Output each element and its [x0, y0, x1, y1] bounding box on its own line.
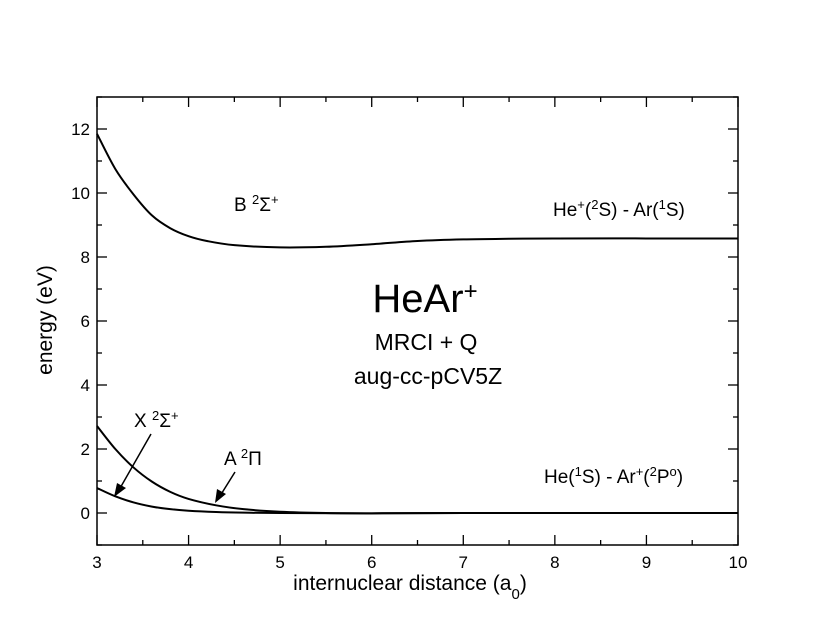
y-axis-title: energy (eV): [34, 265, 57, 375]
y-tick-label: 4: [81, 376, 90, 395]
y-tick-label: 0: [81, 504, 90, 523]
b-state-label: B 2Σ+: [234, 192, 279, 217]
a-state-arrow: [215, 471, 236, 503]
y-tick-label: 6: [81, 312, 90, 331]
x-tick-label: 6: [367, 553, 376, 572]
x-tick-label: 7: [459, 553, 468, 572]
y-tick-label: 10: [71, 184, 90, 203]
x-axis-title: internuclear distance (a0): [293, 572, 527, 603]
tick-labels-group: 3 4 5 6 7 8 9 10 0 2 4 6 8 10 12: [71, 120, 747, 572]
x-state-arrow: [114, 433, 152, 497]
chart-subtitle-method: MRCI + Q: [375, 329, 478, 355]
x-tick-label: 4: [184, 553, 193, 572]
curves-group: [96, 133, 738, 515]
y-tick-label: 8: [81, 248, 90, 267]
upper-asymptote-label: He+(2S) - Ar(1S): [553, 197, 685, 222]
chart-subtitle-basis: aug-cc-pCV5Z: [354, 363, 502, 389]
b-state-curve: [96, 133, 738, 249]
x-tick-label: 5: [275, 553, 284, 572]
lower-asymptote-label: He(1S) - Ar+(2Po): [544, 464, 683, 489]
ticks-group: [96, 96, 739, 546]
x-state-label: X 2Σ+: [134, 408, 179, 433]
x-tick-label: 8: [550, 553, 559, 572]
chart-title: HeAr+: [372, 277, 477, 321]
y-tick-label: 12: [71, 120, 90, 139]
a-state-label: A 2Π: [224, 446, 262, 471]
x-tick-label: 9: [642, 553, 651, 572]
x-tick-label: 3: [92, 553, 101, 572]
x-state-curve: [96, 487, 738, 515]
y-tick-label: 2: [81, 440, 90, 459]
x-tick-label: 10: [729, 553, 748, 572]
